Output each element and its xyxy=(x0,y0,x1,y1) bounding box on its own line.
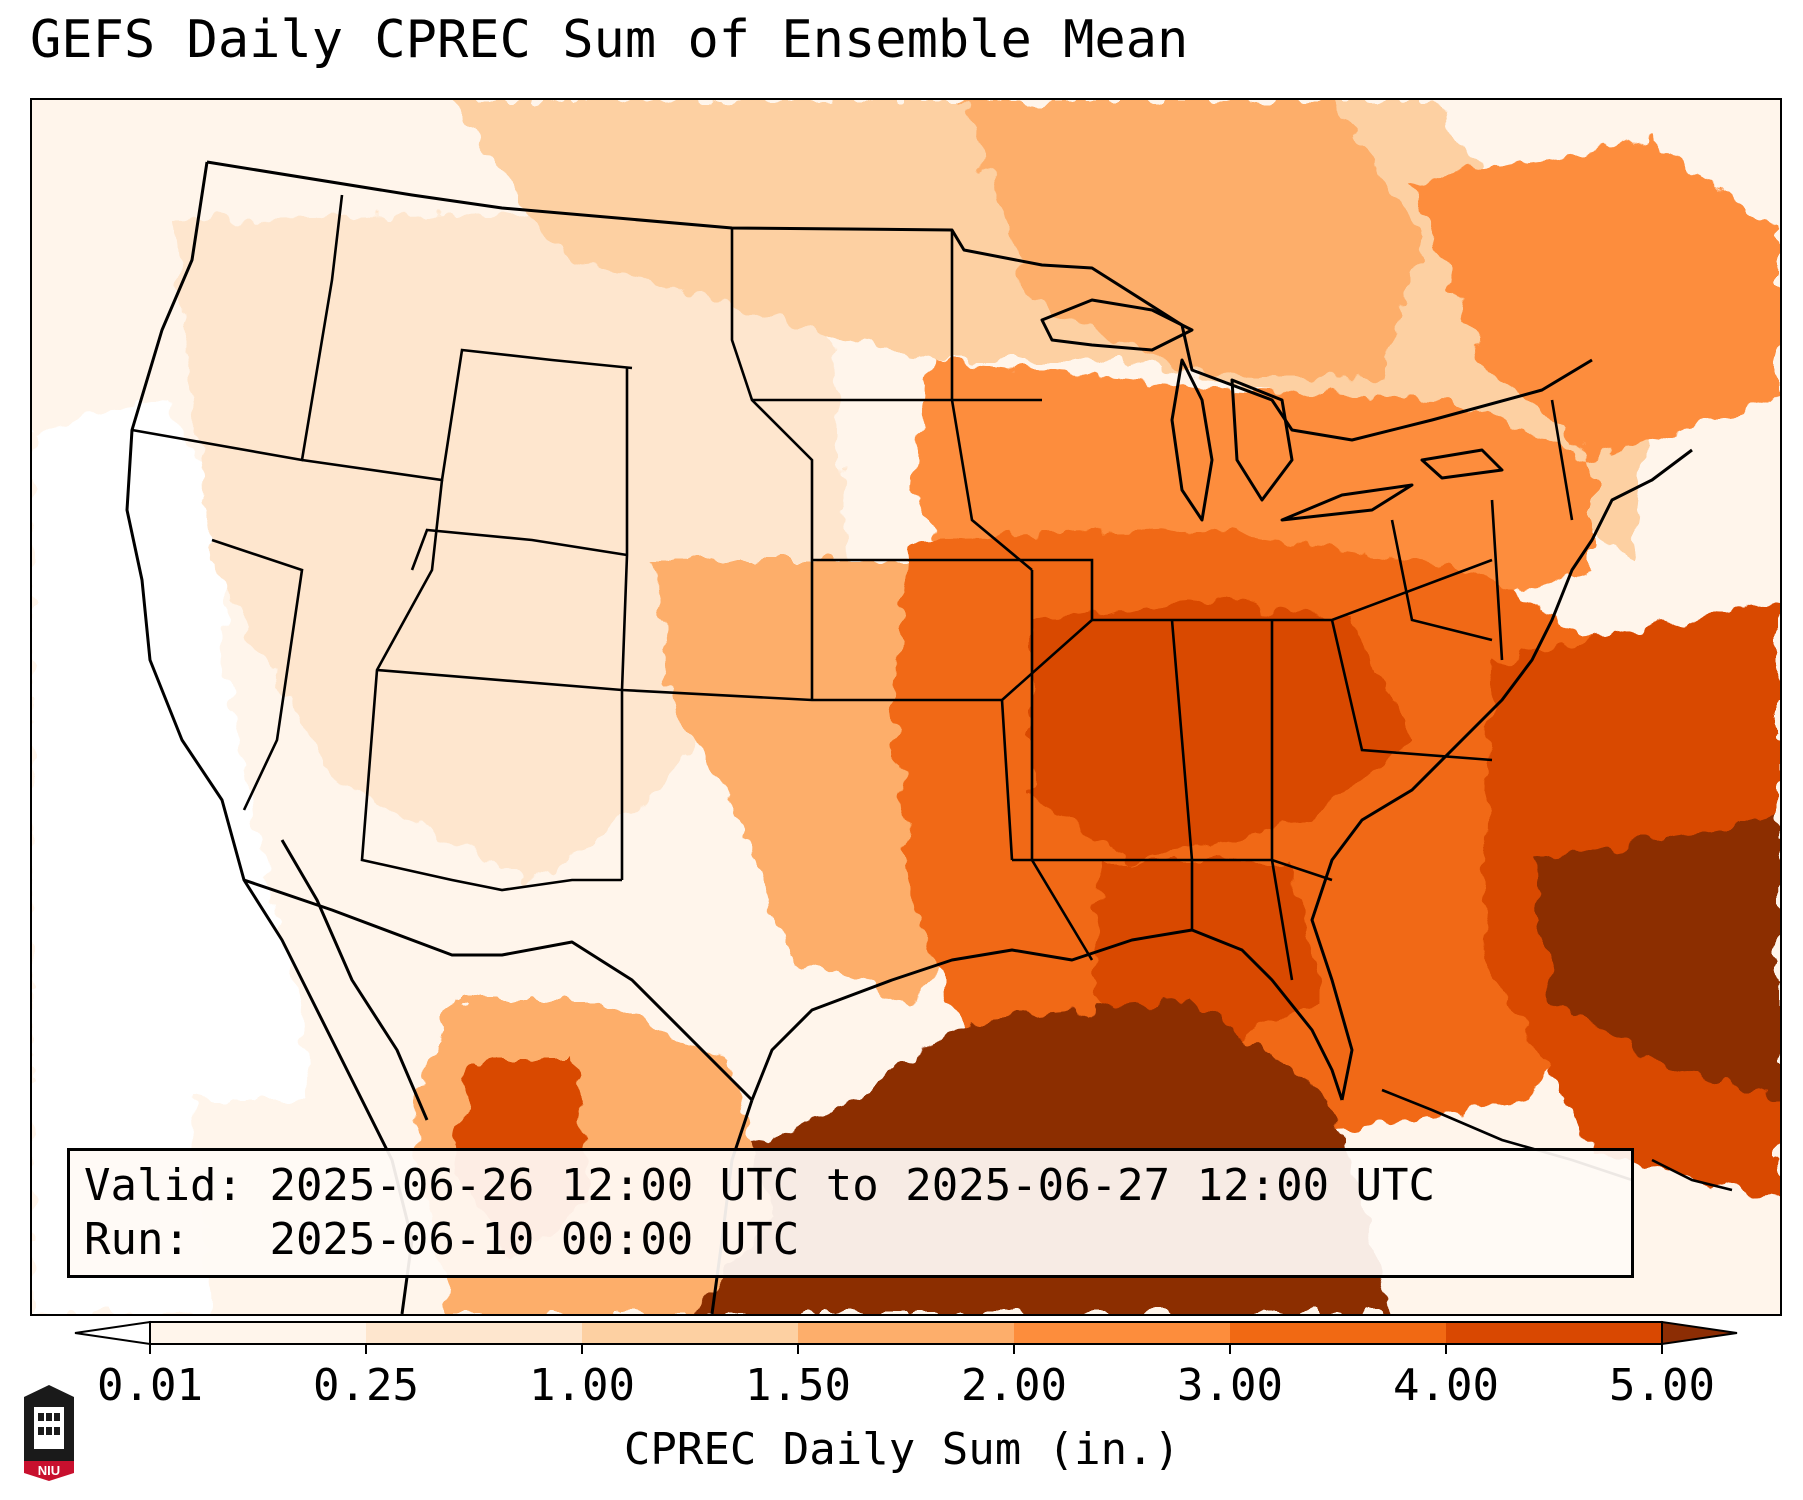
lake-erie xyxy=(1280,483,1414,522)
colorbar-tick-label: 5.00 xyxy=(1609,1360,1715,1411)
map-title: GEFS Daily CPREC Sum of Ensemble Mean xyxy=(30,10,1189,70)
colorbar-segment xyxy=(1446,1322,1663,1344)
colorbar-segment xyxy=(150,1322,367,1344)
map-borders xyxy=(125,160,1693,1314)
colorbar-segment xyxy=(366,1322,583,1344)
colorbar-segment xyxy=(582,1322,799,1344)
colorbar-tick-label: 4.00 xyxy=(1393,1360,1499,1411)
lake-michigan xyxy=(1170,358,1214,522)
colorbar-over-arrow xyxy=(1661,1320,1738,1346)
colorbar-under-arrow xyxy=(74,1320,151,1346)
run-label: Run: xyxy=(84,1214,190,1265)
lake-ontario xyxy=(1420,448,1504,480)
colorbar-segment xyxy=(1230,1322,1447,1344)
map-canvas xyxy=(32,100,1780,1314)
atlantic-coast xyxy=(1310,448,1693,1101)
lake-superior xyxy=(1040,298,1194,352)
precip-white-west xyxy=(32,400,312,1314)
colorbar-tick-label: 0.01 xyxy=(97,1360,203,1411)
colorbar-outline xyxy=(149,1321,1663,1345)
colorbar-tick-label: 1.50 xyxy=(745,1360,851,1411)
pacific-coast xyxy=(125,161,414,1314)
logo-banner xyxy=(24,1461,74,1481)
precip-ne-canada xyxy=(1412,140,1780,460)
valid-value: 2025-06-26 12:00 UTC to 2025-06-27 12:00… xyxy=(269,1160,1436,1211)
us-canada-border xyxy=(206,160,1593,442)
baja-coast xyxy=(280,839,429,1121)
colorbar-tick-label: 1.00 xyxy=(529,1360,635,1411)
us-mexico-border xyxy=(243,878,754,1102)
colorbar-tick-label: 3.00 xyxy=(1177,1360,1283,1411)
university-tower-logo-icon: NIU xyxy=(24,1385,74,1481)
precipitation-map[interactable] xyxy=(30,98,1782,1316)
precip-ohio-valley xyxy=(1032,600,1412,860)
valid-label: Valid: xyxy=(84,1160,243,1211)
gulf-coast xyxy=(750,928,1344,1101)
precip-canada-2 xyxy=(962,100,1422,380)
lake-huron xyxy=(1230,378,1294,502)
logo-text: NIU xyxy=(38,1463,60,1478)
colorbar-tick-label: 2.00 xyxy=(961,1360,1067,1411)
valid-run-box: Valid: 2025-06-26 12:00 UTC to 2025-06-2… xyxy=(67,1148,1634,1278)
precip-atlantic-core xyxy=(1532,820,1780,1100)
colorbar xyxy=(74,1320,1738,1354)
colorbar-segment xyxy=(798,1322,1015,1344)
state-borders xyxy=(131,194,1574,981)
run-value: 2025-06-10 00:00 UTC xyxy=(269,1214,800,1265)
colorbar-segment xyxy=(1014,1322,1231,1344)
colorbar-label: CPREC Daily Sum (in.) xyxy=(623,1424,1181,1475)
colorbar-tick-label: 0.25 xyxy=(313,1360,419,1411)
